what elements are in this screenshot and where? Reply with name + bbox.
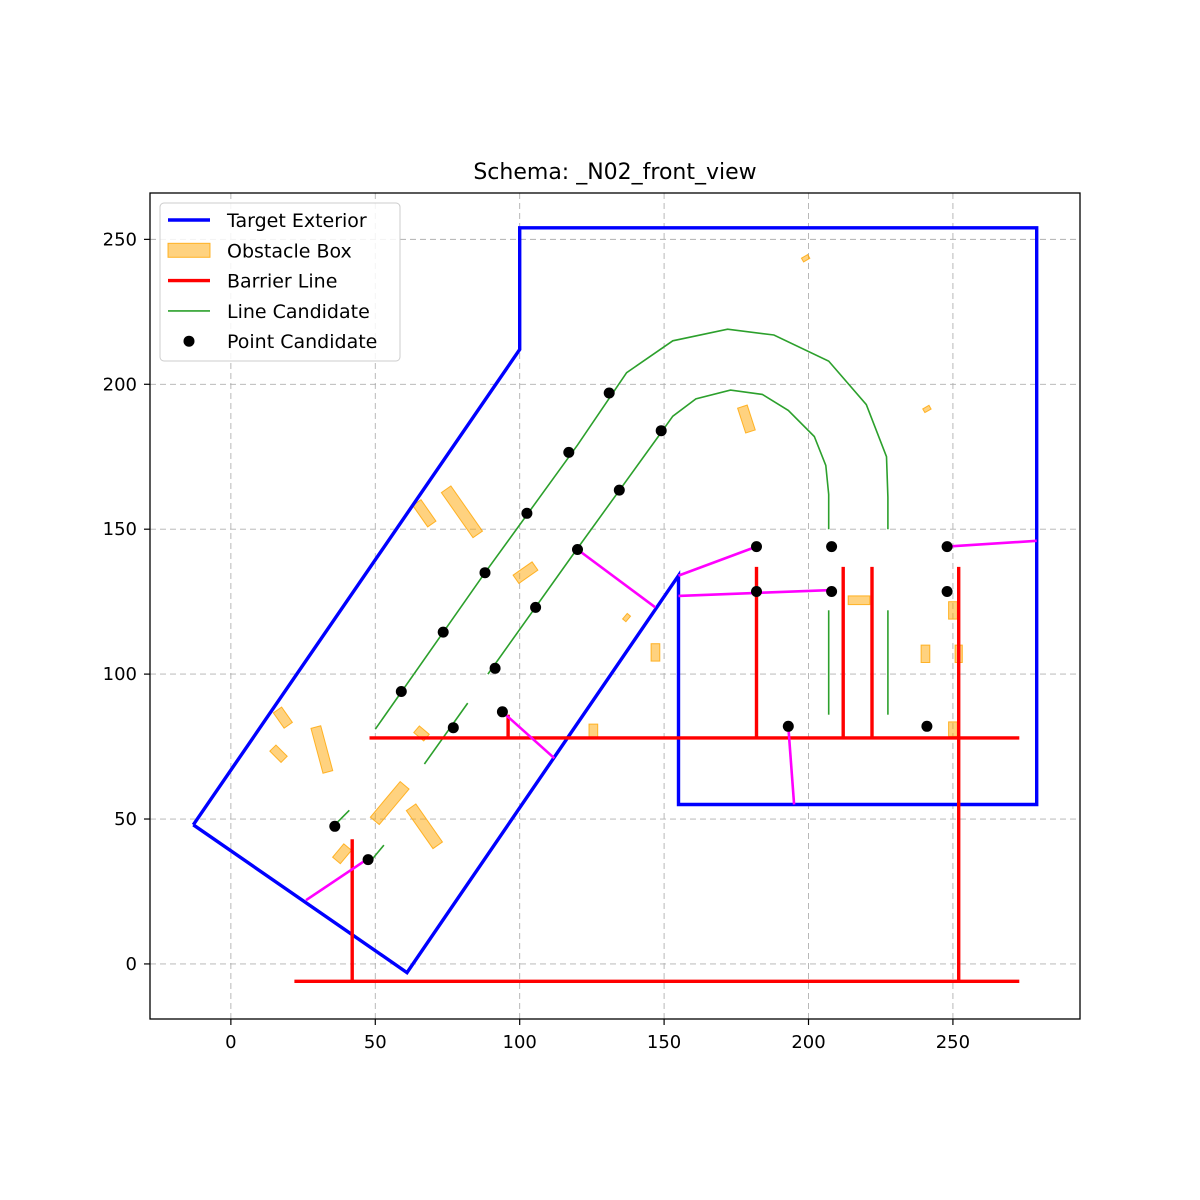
x-tick-label: 100 (503, 1032, 537, 1053)
point-candidate (941, 586, 953, 597)
point-candidates (329, 387, 953, 866)
legend-label: Target Exterior (226, 210, 367, 232)
point-candidate (603, 387, 615, 399)
line-candidate (423, 702, 469, 765)
obstacle-box (331, 843, 353, 865)
obstacle-box (588, 723, 599, 738)
plot-frame (149, 192, 1081, 1020)
x-tick-label: 250 (936, 1032, 970, 1053)
legend-label: Barrier Line (227, 271, 337, 293)
point-candidate (329, 820, 341, 832)
point-candidate (395, 686, 407, 697)
connector-line (678, 545, 757, 577)
connector-line (501, 710, 556, 760)
obstacle-box (310, 725, 334, 774)
point-candidate (447, 722, 459, 734)
obstacle-box (736, 404, 756, 434)
legend: Target Exterior Obstacle Box Barrier Line L… (159, 202, 401, 362)
obstacle-box (412, 499, 437, 528)
legend-label: Line Candidate (227, 301, 370, 323)
line-candidate (374, 328, 889, 730)
x-tick-label: 200 (791, 1032, 825, 1053)
point-candidate (941, 541, 953, 553)
y-tick-label: 0 (126, 954, 137, 975)
point-candidate (921, 720, 933, 732)
point-candidate (572, 544, 583, 555)
line-candidate (487, 389, 830, 675)
point-candidate (563, 446, 575, 458)
obstacle-box (405, 803, 444, 850)
point-candidate (613, 484, 625, 496)
obstacle-box (369, 780, 410, 826)
point-candidate (826, 586, 838, 597)
obstacle-box (920, 644, 931, 663)
point-candidate (655, 425, 667, 437)
obstacle-box (272, 706, 294, 729)
point-candidate (489, 662, 501, 674)
obstacle-box (440, 485, 484, 539)
y-tick-label: 50 (114, 809, 137, 830)
target-exterior (191, 226, 1039, 975)
point-candidate (362, 854, 374, 866)
target-exterior-outline (191, 226, 1039, 975)
point-candidate (479, 567, 491, 579)
y-tick-label: 100 (103, 664, 137, 685)
connector-line (947, 539, 1037, 548)
obstacle-box (512, 561, 539, 585)
obstacle-box (621, 612, 632, 623)
point-candidate (521, 507, 533, 519)
obstacle-box (922, 404, 932, 414)
point-candidate (826, 541, 838, 553)
x-tick-label: 150 (647, 1032, 681, 1053)
barrier-lines (294, 566, 1020, 983)
obstacle-box (650, 643, 661, 662)
obstacle-boxes (269, 253, 963, 865)
x-tick-label: 0 (225, 1032, 236, 1053)
point-candidate (496, 706, 508, 718)
point-candidate (782, 720, 794, 732)
axis-ticks: 0 50 100 150 200 250 0 50 100 150 200 250 (103, 229, 970, 1053)
legend-swatch (183, 335, 195, 347)
obstacle-box (948, 601, 958, 620)
obstacle-box (269, 744, 288, 764)
legend-swatch (167, 242, 211, 258)
x-tick-label: 50 (364, 1032, 387, 1053)
y-tick-label: 200 (103, 374, 137, 395)
connector-line (787, 726, 796, 805)
obstacle-box (800, 253, 811, 263)
legend-label: Obstacle Box (227, 240, 352, 262)
legend-label: Point Candidate (227, 331, 377, 353)
y-tick-label: 250 (103, 229, 137, 250)
chart-title: Schema: _N02_front_view (473, 160, 756, 185)
y-tick-label: 150 (103, 519, 137, 540)
legend-box (159, 202, 401, 362)
obstacle-box (847, 595, 871, 606)
connector-line (305, 858, 368, 902)
obstacle-box (948, 721, 958, 737)
line-candidates (331, 328, 889, 864)
point-candidate (751, 586, 762, 597)
point-candidate (751, 541, 762, 553)
plot-area (191, 226, 1039, 983)
point-candidate (437, 626, 449, 638)
point-candidate (530, 601, 542, 613)
connector-line (576, 548, 657, 609)
